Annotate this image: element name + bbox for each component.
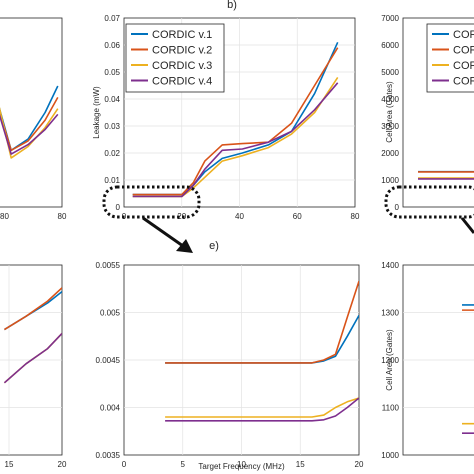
y-tick-label: 7000 — [381, 14, 399, 23]
zoom-arrow-shaft — [460, 217, 474, 234]
series-line-2 — [132, 47, 339, 196]
x-tick-label: 20 — [58, 460, 67, 469]
y-tick-label: 2000 — [381, 149, 399, 158]
panel-top-right: 0 1000 2000 3000 4000 5000 6000 7000 Cell Area (… — [381, 14, 474, 212]
y-tick-label: 1000 — [381, 176, 399, 185]
x-tick-label: 80 — [0, 212, 9, 221]
y-tick-label: 0.004 — [100, 404, 121, 413]
x-tick-label: 80 — [58, 212, 67, 221]
y-tick-label: 0.06 — [104, 41, 120, 50]
y-tick-label: 4000 — [381, 95, 399, 104]
legend-label-2: CORDIC v.2 — [453, 45, 474, 57]
zoom-arrow-head — [176, 239, 193, 253]
panel-bottom-left: 15 20 — [0, 264, 67, 469]
legend-label-4: CORDIC v.4 — [453, 76, 474, 88]
y-tick-label: 1200 — [381, 356, 399, 365]
y-tick-label: 1000 — [381, 451, 399, 460]
x-tick-label: 5 — [181, 460, 186, 469]
y-tick-label: 0.02 — [104, 149, 120, 158]
series-line-4 — [132, 82, 339, 198]
series-line-2 — [3, 287, 62, 331]
y-tick-label: 0.07 — [104, 14, 120, 23]
legend-label-2: CORDIC v.2 — [152, 45, 212, 57]
y-axis-label: Cell Area (Gates) — [385, 81, 394, 143]
x-tick-label: 80 — [351, 212, 360, 221]
x-tick-label: 60 — [293, 212, 302, 221]
y-axis-label: Cell Area (Gates) — [385, 329, 394, 391]
series-group — [462, 304, 474, 434]
y-tick-label: 0.0035 — [96, 451, 121, 460]
axes-box — [0, 17, 63, 208]
y-tick-label: 0.0055 — [96, 261, 121, 270]
y-tick-label: 5000 — [381, 68, 399, 77]
x-tick-label: 40 — [235, 212, 244, 221]
panel-top-left: 80 80 — [0, 17, 67, 221]
legend: CORDIC v.1 CORDIC v.2 CORDIC v.3 CORDIC v.4 — [426, 23, 474, 93]
x-axis-label: Target Frequency (MHz) — [198, 462, 285, 471]
y-tick-label: 3000 — [381, 122, 399, 131]
x-tick-label: 20 — [177, 212, 186, 221]
legend-label-1: CORDIC v.1 — [453, 29, 474, 41]
legend-label-3: CORDIC v.3 — [152, 60, 212, 72]
panel-label-e: e) — [209, 240, 219, 252]
series-line-2 — [165, 280, 359, 364]
zoom-callouts — [102, 185, 474, 253]
y-tick-label: 0.04 — [104, 95, 120, 104]
series-line-3 — [165, 397, 359, 418]
y-tick-label: 0 — [395, 203, 400, 212]
y-tick-label: 0.05 — [104, 68, 120, 77]
y-tick-label: 0 — [116, 203, 121, 212]
y-tick-label: 1400 — [381, 261, 399, 270]
y-tick-label: 0.0045 — [96, 356, 121, 365]
x-tick-label: 10 — [237, 460, 246, 469]
y-tick-label: 0.005 — [100, 309, 121, 318]
x-tick-label: 0 — [122, 460, 127, 469]
y-tick-label: 0.01 — [104, 176, 120, 185]
legend-label-1: CORDIC v.1 — [152, 29, 212, 41]
x-tick-label: 15 — [5, 460, 14, 469]
panel-bottom-right: 1000 1100 1200 1300 1400 Cell Area (Gates) — [381, 261, 474, 460]
series-line-4 — [3, 332, 62, 384]
y-tick-label: 1300 — [381, 309, 399, 318]
zoom-box-b — [102, 185, 201, 219]
x-tick-label: 20 — [355, 460, 364, 469]
y-tick-label: 0.03 — [104, 122, 120, 131]
x-tick-label: 15 — [296, 460, 305, 469]
series-line-4 — [0, 113, 59, 155]
panel-label-b: b) — [227, 0, 237, 11]
y-tick-label: 6000 — [381, 41, 399, 50]
series-line-4 — [165, 397, 359, 422]
legend: CORDIC v.1 CORDIC v.2 CORDIC v.3 CORDIC v.4 — [125, 23, 225, 93]
zoom-arrow-shaft — [142, 216, 184, 248]
legend-label-3: CORDIC v.3 — [453, 60, 474, 72]
legend-label-4: CORDIC v.4 — [152, 76, 212, 88]
panel-b: 0 20 40 60 8000.010.020.030.040.050.060.07Le… — [92, 0, 360, 221]
panel-e: 0 5 10 15 20 0.0035 0.004 0.0045 0.005 0.0055 Targ… — [96, 240, 364, 471]
y-axis-label: Leakage (mW) — [92, 86, 101, 139]
series-group — [418, 170, 474, 180]
y-tick-label: 1100 — [382, 404, 400, 413]
